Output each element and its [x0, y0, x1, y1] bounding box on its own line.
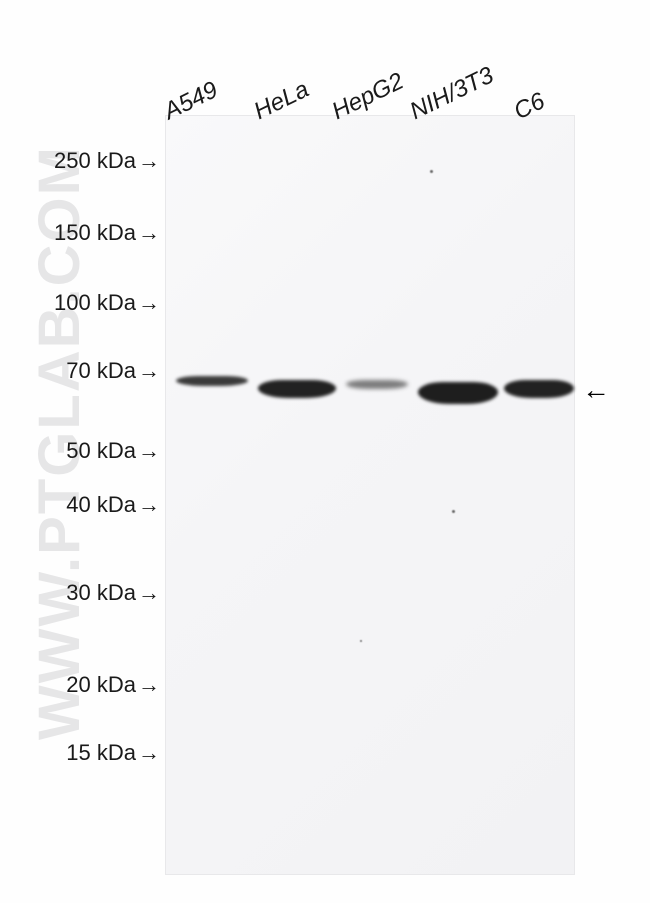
marker-text: 20 kDa	[66, 672, 136, 697]
marker-text: 15 kDa	[66, 740, 136, 765]
marker-label-70: 70 kDa→	[66, 358, 160, 384]
marker-text: 30 kDa	[66, 580, 136, 605]
marker-label-30: 30 kDa→	[66, 580, 160, 606]
marker-arrow-icon: →	[138, 290, 160, 316]
marker-arrow-icon: →	[138, 148, 160, 174]
band-hela	[258, 380, 336, 398]
marker-label-250: 250 kDa→	[54, 148, 160, 174]
band-nih3t3	[418, 382, 498, 404]
marker-text: 150 kDa	[54, 220, 136, 245]
membrane-speck	[452, 510, 455, 513]
marker-arrow-icon: →	[138, 580, 160, 606]
marker-text: 40 kDa	[66, 492, 136, 517]
marker-arrow-icon: →	[138, 438, 160, 464]
marker-arrow-icon: →	[138, 492, 160, 518]
marker-arrow-icon: →	[138, 358, 160, 384]
marker-arrow-icon: →	[138, 740, 160, 766]
marker-text: 50 kDa	[66, 438, 136, 463]
blot-membrane	[165, 115, 575, 875]
marker-label-100: 100 kDa→	[54, 290, 160, 316]
marker-label-40: 40 kDa→	[66, 492, 160, 518]
marker-label-15: 15 kDa→	[66, 740, 160, 766]
marker-arrow-icon: →	[138, 220, 160, 246]
marker-label-150: 150 kDa→	[54, 220, 160, 246]
membrane-speck	[430, 170, 433, 173]
membrane-speck	[360, 640, 362, 642]
marker-arrow-icon: →	[138, 672, 160, 698]
marker-label-50: 50 kDa→	[66, 438, 160, 464]
marker-label-20: 20 kDa→	[66, 672, 160, 698]
marker-text: 250 kDa	[54, 148, 136, 173]
band-pointer-arrow-icon: ←	[582, 374, 610, 406]
marker-text: 100 kDa	[54, 290, 136, 315]
marker-text: 70 kDa	[66, 358, 136, 383]
blot-figure: WWW.PTGLAB.COM 250 kDa→ 150 kDa→ 100 kDa…	[0, 0, 650, 903]
band-a549	[176, 376, 248, 386]
band-hepg2	[346, 380, 408, 389]
band-c6	[504, 380, 574, 398]
